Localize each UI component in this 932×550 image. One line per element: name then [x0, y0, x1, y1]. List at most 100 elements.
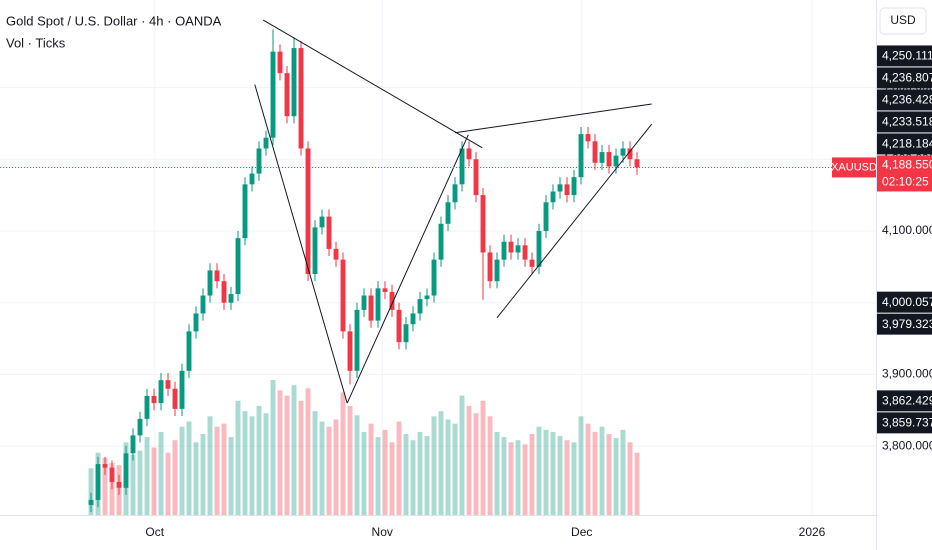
volume-bar — [256, 405, 262, 515]
candle-body — [480, 195, 486, 253]
volume-bar — [368, 423, 374, 515]
price-label-box — [877, 67, 932, 89]
candle-body — [466, 148, 472, 160]
volume-bar — [487, 416, 493, 515]
candle-body — [207, 270, 213, 296]
candle-body — [438, 223, 444, 260]
candle-body — [165, 380, 171, 389]
volume-bar — [137, 450, 143, 515]
candle-body — [193, 313, 199, 332]
volume-bar — [501, 437, 507, 515]
candle-body — [361, 295, 367, 310]
volume-bar — [158, 431, 164, 515]
candle-body — [613, 155, 619, 167]
trend-line — [262, 19, 483, 149]
candle-body — [298, 48, 304, 149]
volume-bar — [305, 388, 311, 515]
volume-bar — [564, 440, 570, 515]
volume-bar — [396, 421, 402, 515]
currency-button[interactable] — [879, 7, 927, 35]
candle-body — [200, 295, 206, 314]
candle-body — [284, 73, 290, 117]
volume-bar — [375, 437, 381, 515]
current-price-box — [877, 155, 932, 192]
price-label: 4,236.807 — [882, 71, 932, 85]
price-label: 4,218.184 — [882, 137, 932, 151]
volume-bar — [529, 434, 535, 515]
candle-body — [445, 202, 451, 224]
candle-body — [291, 48, 297, 117]
candle-body — [585, 134, 591, 142]
candle-body — [424, 295, 430, 300]
volume-bar — [130, 454, 136, 515]
volume-bar — [480, 400, 486, 515]
volume-bar — [578, 416, 584, 515]
volume-bar — [592, 431, 598, 515]
candle-body — [116, 482, 122, 488]
candle-body — [333, 248, 339, 260]
volume-bar — [172, 440, 178, 515]
candle-body — [571, 177, 577, 196]
candle-body — [501, 241, 507, 260]
volume-bar — [221, 423, 227, 515]
candle-body — [543, 202, 549, 231]
price-label: 3,979.323 — [882, 317, 932, 331]
candle-body — [109, 467, 115, 483]
candle-body — [634, 159, 640, 168]
volume-bar — [235, 400, 241, 515]
volume-bar — [550, 431, 556, 515]
candle-body — [172, 388, 178, 409]
volume-bar — [543, 429, 549, 515]
volume-pane — [88, 380, 640, 515]
volume-bar — [151, 447, 157, 515]
candle-body — [515, 245, 521, 253]
volume-bar — [179, 426, 185, 515]
volume-bar — [634, 452, 640, 515]
x-tick-label: Oct — [145, 525, 164, 539]
price-label-box — [877, 313, 932, 335]
volume-bar — [214, 426, 220, 515]
volume-bar — [333, 419, 339, 515]
volume-bar — [144, 437, 150, 515]
candle-body — [130, 435, 136, 454]
volume-bar — [571, 442, 577, 515]
volume-bar — [102, 457, 108, 515]
volume-bar — [263, 413, 269, 515]
candle-body — [235, 238, 241, 295]
candle-body — [242, 184, 248, 239]
volume-bar — [522, 444, 528, 515]
price-label: 4,000.057 — [882, 295, 932, 309]
candle-body — [88, 499, 94, 505]
candle-body — [564, 184, 570, 196]
candle-body — [151, 395, 157, 404]
candle-body — [620, 148, 626, 156]
volume-bar — [466, 405, 472, 515]
volume-bar — [613, 438, 619, 515]
trend-line — [254, 84, 348, 404]
volume-bar — [319, 421, 325, 515]
chart-subtitle: Vol · Ticks — [6, 35, 66, 50]
candle-body — [599, 152, 605, 163]
volume-bar — [620, 429, 626, 515]
volume-bar — [417, 431, 423, 515]
candle-body — [95, 464, 101, 500]
candle-body — [550, 191, 556, 203]
trend-line — [454, 103, 652, 134]
trend-line — [496, 123, 653, 319]
volume-bar — [382, 429, 388, 515]
candle-body — [508, 241, 514, 253]
volume-bar — [284, 395, 290, 515]
candle-body — [179, 370, 185, 409]
price-label-box — [877, 45, 932, 67]
drawings — [0, 19, 876, 404]
grid — [0, 0, 876, 515]
candle-body — [368, 295, 374, 321]
candle-body — [627, 148, 633, 160]
candle-body — [382, 288, 388, 292]
candle-body — [473, 159, 479, 196]
candle-body — [606, 152, 612, 167]
candles — [88, 29, 640, 513]
candle-body — [452, 184, 458, 203]
